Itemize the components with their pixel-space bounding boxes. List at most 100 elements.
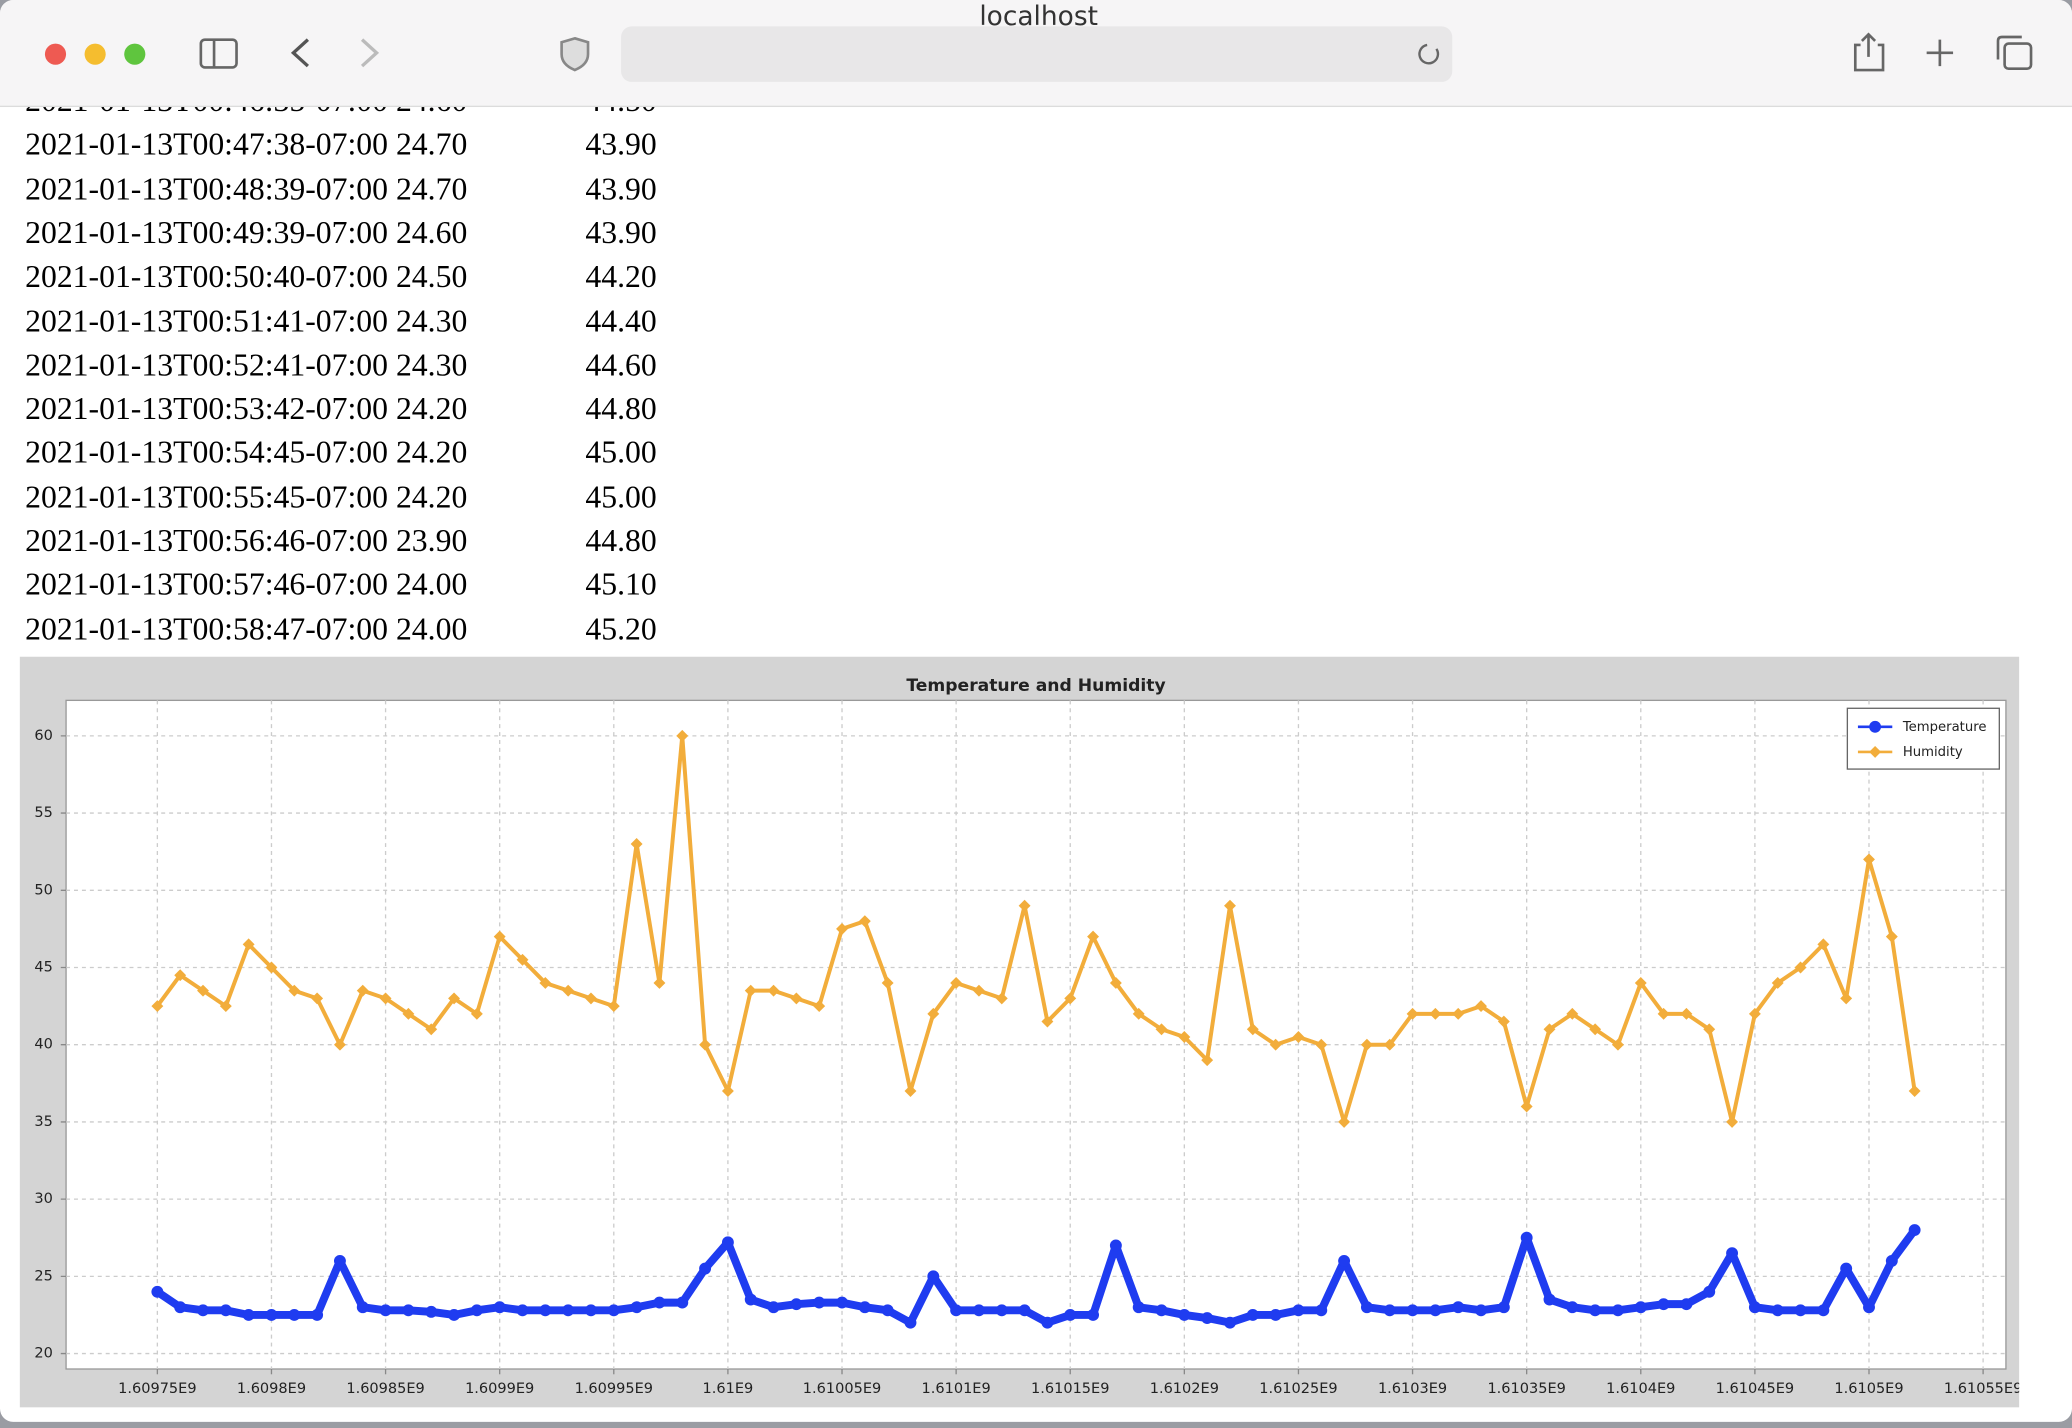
timestamp: 2021-01-13T00:56:46-07:00 xyxy=(25,524,389,559)
data-point xyxy=(904,1316,917,1329)
new-tab-button[interactable] xyxy=(1926,39,1954,67)
data-point xyxy=(1589,1304,1602,1317)
data-point xyxy=(881,1304,894,1317)
data-point xyxy=(1315,1038,1328,1051)
data-point xyxy=(699,1262,712,1275)
table-row: 2021-01-13T00:50:40-07:00 24.50 xyxy=(25,261,467,305)
data-point xyxy=(265,1309,278,1321)
data-point xyxy=(1566,1301,1579,1314)
timestamp: 2021-01-13T00:50:40-07:00 xyxy=(25,260,389,295)
y-tick-label: 25 xyxy=(34,1268,52,1284)
data-point xyxy=(630,1301,643,1314)
data-point xyxy=(470,1304,483,1317)
humidity: 44.80 xyxy=(585,392,657,427)
toolbar-icons xyxy=(44,26,2033,82)
data-point xyxy=(379,1304,392,1317)
humidity: 44.20 xyxy=(585,260,657,295)
y-tick-label: 20 xyxy=(34,1346,52,1362)
table-row: 2021-01-13T00:47:38-07:00 24.70 xyxy=(25,129,467,173)
y-tick-label: 45 xyxy=(34,960,52,976)
data-point xyxy=(1109,1239,1122,1252)
address-bar[interactable] xyxy=(621,26,1453,82)
data-point xyxy=(288,1309,301,1321)
data-point xyxy=(1406,1304,1419,1317)
legend: Temperature Humidity xyxy=(1846,707,2000,770)
temperature: 24.60 xyxy=(395,216,468,251)
data-point xyxy=(1109,977,1122,989)
forward-button[interactable] xyxy=(360,38,380,68)
x-tick-label: 1.61045E9 xyxy=(1716,1381,1794,1397)
y-tick-label: 35 xyxy=(34,1114,52,1130)
data-point xyxy=(1657,1298,1670,1311)
data-point xyxy=(311,1309,324,1321)
sidebar-button[interactable] xyxy=(199,38,238,69)
table-row: 2021-01-13T00:51:41-07:00 24.30 xyxy=(25,305,467,349)
data-point xyxy=(1224,1316,1236,1329)
data-point xyxy=(1863,1301,1875,1314)
share-button[interactable] xyxy=(1853,32,1885,72)
x-tick-label: 1.61005E9 xyxy=(803,1381,881,1397)
table-row: 2021-01-13T00:54:45-07:00 24.20 xyxy=(25,437,467,481)
table-row: 2021-01-13T00:56:46-07:00 23.90 xyxy=(25,525,467,569)
x-tick-label: 1.6105E9 xyxy=(1834,1381,1903,1397)
x-tick-label: 1.61025E9 xyxy=(1259,1381,1337,1397)
data-point xyxy=(1452,1301,1465,1314)
zoom-button[interactable] xyxy=(124,43,146,65)
temperature: 24.70 xyxy=(395,128,468,163)
close-button[interactable] xyxy=(44,43,67,65)
timestamp: 2021-01-13T00:57:46-07:00 xyxy=(25,568,389,603)
data-point xyxy=(973,1304,985,1317)
table-row: 2021-01-13T00:46:35-07:00 24.60 xyxy=(25,107,467,128)
humidity: 43.90 xyxy=(585,216,657,251)
data-point xyxy=(379,992,392,1005)
timestamp: 2021-01-13T00:55:45-07:00 xyxy=(25,480,389,515)
data-point xyxy=(950,1304,963,1317)
x-tick-label: 1.6102E9 xyxy=(1150,1381,1219,1397)
minimize-button[interactable] xyxy=(84,43,106,65)
data-point xyxy=(699,1038,712,1051)
reload-button[interactable] xyxy=(1418,43,1440,65)
x-tick-label: 1.6103E9 xyxy=(1378,1381,1447,1397)
data-point xyxy=(1132,1301,1145,1314)
data-point xyxy=(493,1301,506,1314)
data-point xyxy=(836,1296,848,1309)
chart-title: Temperature and Humidity xyxy=(906,676,1165,696)
y-tick-label: 55 xyxy=(34,805,52,821)
data-point xyxy=(562,1304,575,1317)
data-point xyxy=(448,1309,460,1321)
chart-panel: Temperature and Humidity 20 25 30 35 40 45 50 5… xyxy=(19,656,2022,1408)
tabs-button[interactable] xyxy=(1996,35,2033,71)
data-point xyxy=(1869,745,1882,758)
data-point xyxy=(1543,1023,1556,1036)
data-point xyxy=(1520,1231,1533,1244)
privacy-shield[interactable] xyxy=(560,36,590,72)
humidity: 43.90 xyxy=(585,172,657,207)
temperature: 24.60 xyxy=(396,107,467,119)
data-point xyxy=(219,1304,232,1317)
table-row: 2021-01-13T00:55:45-07:00 24.20 xyxy=(25,481,467,525)
timestamp: 2021-01-13T00:47:38-07:00 xyxy=(25,128,389,163)
y-tick-label: 40 xyxy=(34,1037,52,1053)
humidity: 45.10 xyxy=(585,568,657,603)
data-point xyxy=(1726,1247,1739,1260)
data-point xyxy=(1703,1023,1716,1036)
data-point xyxy=(333,1038,346,1051)
timestamp: 2021-01-13T00:58:47-07:00 xyxy=(25,612,389,647)
data-point xyxy=(1908,1224,1921,1236)
data-point xyxy=(1064,1309,1077,1321)
data-point xyxy=(1612,1304,1624,1317)
table-row: 2021-01-13T00:48:39-07:00 24.70 xyxy=(25,173,467,217)
data-point xyxy=(813,1296,826,1309)
data-point xyxy=(927,1270,940,1283)
data-point xyxy=(516,953,529,966)
data-point xyxy=(1383,1038,1396,1051)
data-point xyxy=(1869,720,1882,733)
table-row: 2021-01-13T00:58:47-07:00 24.00 xyxy=(25,613,467,657)
back-button[interactable] xyxy=(290,38,310,68)
data-point xyxy=(1338,1254,1351,1267)
data-point xyxy=(242,938,255,951)
data-point xyxy=(995,992,1008,1005)
data-point xyxy=(1041,1316,1054,1329)
data-point xyxy=(1680,1298,1693,1311)
